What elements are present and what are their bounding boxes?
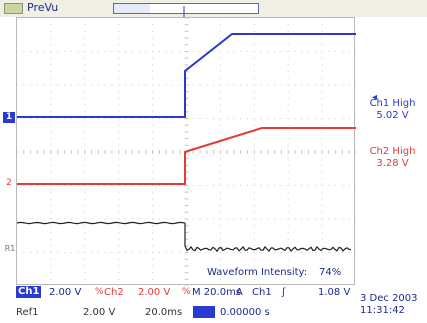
trigger-level[interactable]: 1.08 V bbox=[318, 287, 351, 298]
intensity-value: 74% bbox=[319, 267, 342, 278]
ch2-bandwidth-icon: % bbox=[95, 287, 104, 297]
ch2-measurement-value: 3.28 V bbox=[376, 158, 409, 169]
ch2-trace bbox=[17, 127, 356, 185]
status-bar: PreVu bbox=[0, 0, 427, 17]
ch1-button[interactable]: Ch1 bbox=[16, 286, 42, 298]
reference-settings-row: Ref1 2.00 V 20.0ms 0.00000 s bbox=[0, 304, 427, 320]
time-readout: 11:31:42 bbox=[360, 305, 405, 316]
date-readout: 3 Dec 2003 bbox=[360, 293, 418, 304]
trigger-position[interactable]: 0.00000 s bbox=[220, 307, 270, 318]
prevu-label: PreVu bbox=[27, 1, 59, 14]
ch1-scale[interactable]: 2.00 V bbox=[49, 287, 82, 298]
ref1-timebase: 20.0ms bbox=[145, 307, 183, 318]
ch2-scale[interactable]: 2.00 V bbox=[138, 287, 171, 298]
acquisition-mode: A bbox=[236, 287, 243, 298]
ch1-trace bbox=[17, 33, 356, 118]
record-view-window bbox=[114, 4, 150, 13]
ch2-button[interactable]: Ch2 bbox=[104, 287, 124, 298]
ch1-measurement-label: Ch1 High bbox=[369, 98, 416, 109]
ref1-button[interactable]: Ref1 bbox=[16, 307, 39, 318]
ch2-bandwidth-limit-icon: % bbox=[182, 287, 191, 297]
ch2-ground-marker[interactable]: 2 bbox=[6, 178, 12, 188]
ref1-scale: 2.00 V bbox=[83, 307, 116, 318]
graticule bbox=[17, 18, 356, 286]
trigger-slope-icon[interactable]: ʃ bbox=[282, 287, 286, 298]
ch2-measurement-label: Ch2 High bbox=[369, 146, 416, 157]
ch1-measurement-value: 5.02 V bbox=[376, 110, 409, 121]
horizontal-scale[interactable]: M 20.0ms bbox=[192, 287, 242, 298]
ref1-ground-marker[interactable]: R1 bbox=[4, 244, 16, 253]
intensity-label: Waveform Intensity: bbox=[207, 267, 308, 278]
trigger-position-icon-box[interactable] bbox=[193, 306, 215, 318]
waveform-graph bbox=[17, 18, 356, 286]
ch1-ground-marker[interactable]: 1 bbox=[3, 112, 15, 123]
ref1-trace bbox=[17, 221, 352, 253]
channel-settings-row: Ch1 2.00 V % Ch2 2.00 V % M 20.0ms A Ch1… bbox=[0, 286, 427, 300]
ch1-measurement-arrow-icon: ◂ bbox=[372, 92, 378, 103]
prevu-indicator bbox=[4, 3, 23, 14]
record-view-bar[interactable] bbox=[113, 3, 259, 14]
waveform-plot[interactable] bbox=[16, 17, 356, 286]
trigger-source[interactable]: Ch1 bbox=[252, 287, 272, 298]
